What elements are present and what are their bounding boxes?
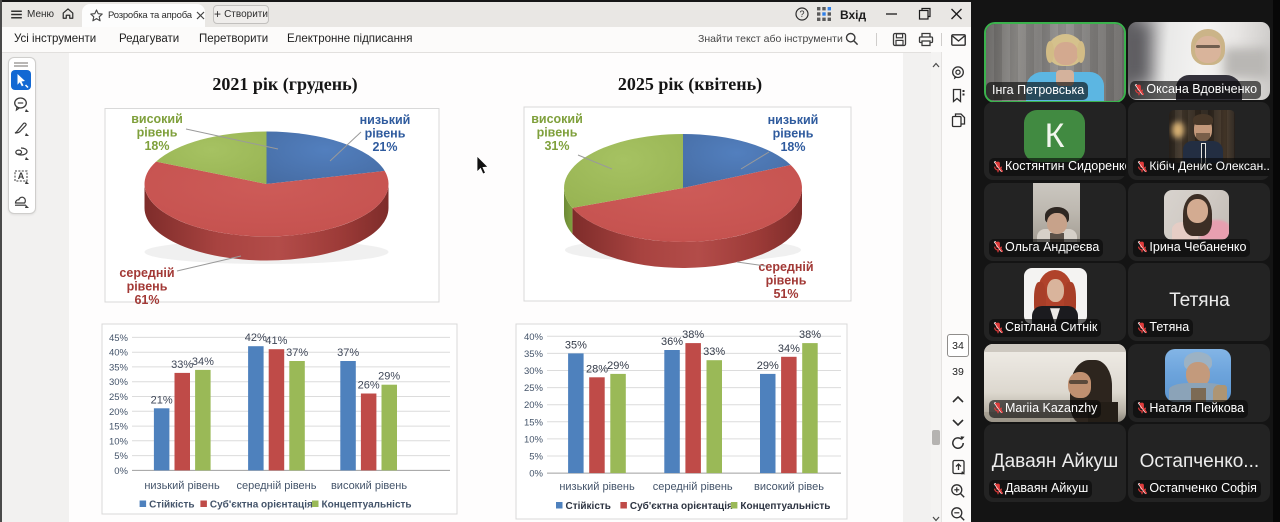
svg-text:рівень: рівень [127, 280, 168, 294]
svg-text:Суб'єктна орієнтація: Суб'єктна орієнтація [210, 499, 313, 511]
svg-text:2021 рік (грудень): 2021 рік (грудень) [212, 74, 357, 95]
svg-text:51%: 51% [773, 287, 798, 301]
svg-text:29%: 29% [378, 371, 400, 383]
svg-text:низький рівень: низький рівень [144, 480, 220, 492]
svg-text:33%: 33% [171, 359, 193, 371]
svg-text:Концептуальність: Концептуальність [740, 501, 830, 512]
svg-text:18%: 18% [780, 140, 805, 154]
svg-text:5%: 5% [114, 451, 128, 462]
svg-text:рівень: рівень [537, 126, 578, 140]
svg-text:45%: 45% [109, 333, 129, 344]
svg-text:61%: 61% [134, 293, 159, 307]
svg-text:рівень: рівень [365, 127, 406, 141]
svg-text:Стійкість: Стійкість [566, 501, 611, 512]
svg-text:рівень: рівень [137, 126, 178, 140]
svg-text:Стійкість: Стійкість [149, 500, 194, 511]
svg-text:35%: 35% [524, 349, 544, 360]
svg-text:20%: 20% [109, 407, 129, 418]
svg-text:25%: 25% [524, 383, 544, 394]
svg-text:високий рівеь: високий рівеь [754, 481, 824, 493]
svg-text:20%: 20% [524, 400, 544, 411]
svg-text:42%: 42% [245, 332, 267, 344]
svg-text:A: A [18, 171, 25, 181]
svg-text:10%: 10% [524, 434, 544, 445]
svg-text:26%: 26% [358, 380, 380, 392]
svg-text:36%: 36% [661, 336, 683, 348]
svg-text:15%: 15% [109, 422, 129, 433]
svg-text:18%: 18% [144, 139, 169, 153]
svg-text:34%: 34% [192, 356, 214, 368]
svg-text:15%: 15% [524, 417, 544, 428]
svg-text:29%: 29% [757, 360, 779, 372]
svg-text:Суб'єктна орієнтація: Суб'єктна орієнтація [630, 500, 733, 512]
svg-text:37%: 37% [286, 347, 308, 359]
svg-text:21%: 21% [151, 394, 173, 406]
svg-text:5%: 5% [529, 452, 543, 463]
svg-text:середній: середній [758, 260, 813, 274]
svg-text:високий рівень: високий рівень [331, 480, 407, 492]
svg-text:середній: середній [119, 266, 174, 280]
svg-text:10%: 10% [109, 436, 129, 447]
svg-text:низький: низький [360, 113, 411, 127]
svg-text:21%: 21% [372, 140, 397, 154]
svg-text:Концептуальність: Концептуальність [322, 500, 412, 511]
svg-text:середній рівень: середній рівень [237, 480, 317, 492]
svg-text:високий: високий [131, 112, 183, 126]
svg-text:33%: 33% [703, 346, 725, 358]
svg-text:рівень: рівень [773, 127, 814, 141]
svg-text:37%: 37% [337, 347, 359, 359]
svg-text:25%: 25% [109, 392, 129, 403]
svg-text:0%: 0% [114, 466, 128, 477]
svg-text:31%: 31% [544, 139, 569, 153]
svg-text:40%: 40% [524, 332, 544, 343]
svg-text:30%: 30% [109, 377, 129, 388]
svg-text:38%: 38% [799, 329, 821, 341]
svg-text:35%: 35% [565, 339, 587, 351]
svg-text:рівень: рівень [766, 274, 807, 288]
svg-text:високий: високий [531, 112, 583, 126]
svg-text:низький: низький [768, 113, 819, 127]
svg-text:2025 рік (квітень): 2025 рік (квітень) [618, 74, 762, 95]
svg-text:28%: 28% [586, 363, 608, 375]
svg-text:середній рівень: середній рівень [653, 481, 733, 493]
svg-text:41%: 41% [265, 335, 287, 347]
svg-text:35%: 35% [109, 362, 129, 373]
svg-text:29%: 29% [607, 360, 629, 372]
svg-text:0%: 0% [529, 469, 543, 480]
svg-text:30%: 30% [524, 366, 544, 377]
svg-text:34%: 34% [778, 343, 800, 355]
svg-text:38%: 38% [682, 329, 704, 341]
svg-text:40%: 40% [109, 348, 129, 359]
svg-text:?: ? [799, 9, 804, 19]
svg-text:низький рівень: низький рівень [559, 481, 635, 493]
